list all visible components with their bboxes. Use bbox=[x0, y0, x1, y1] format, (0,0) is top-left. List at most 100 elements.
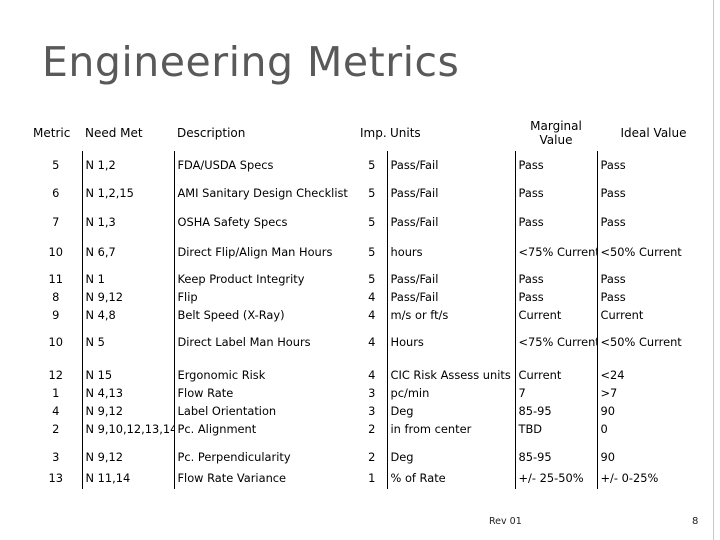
cell-importance-line: 4 bbox=[368, 290, 376, 304]
cell-units: Pass/Fail Pass/Fail m/s or ft/s bbox=[386, 267, 515, 327]
cell-description-line: Keep Product Integrity bbox=[177, 272, 305, 286]
cell-marginal-value: Pass bbox=[514, 207, 597, 237]
cell-description: OSHA Safety Specs bbox=[173, 207, 357, 237]
cell-importance: 5 bbox=[368, 245, 376, 259]
cell-need-met: N 6,7 bbox=[81, 237, 174, 267]
cell-units: CIC Risk Assess units pc/min Deg in from ce… bbox=[386, 357, 515, 447]
cell-ideal-value-line: 90 bbox=[600, 404, 616, 418]
table-row: 10 N 5 Direct Label Man Hours 4 Hours <75% Cu… bbox=[30, 327, 710, 357]
cell-need-met: N 1,2,15 bbox=[81, 179, 174, 207]
cell-units: hours bbox=[386, 237, 515, 267]
cell-description: Direct Label Man Hours bbox=[173, 327, 357, 357]
cell-marginal-value: +/- 25-50% bbox=[514, 467, 597, 489]
header-description: Description bbox=[177, 126, 246, 140]
cell-marginal-value: Current 7 85-95 TBD bbox=[514, 357, 597, 447]
table-header-row: Metric Need Met Description Imp. Units M… bbox=[30, 115, 710, 151]
cell-description: Keep Product Integrity Flip Belt Speed (X-… bbox=[173, 267, 357, 327]
cell-importance: 2 bbox=[368, 450, 376, 464]
cell-ideal-value-line: 0 bbox=[600, 422, 608, 436]
slide-edge-decoration bbox=[702, 0, 720, 540]
cell-ideal-value-line: Pass bbox=[600, 272, 626, 286]
cell-need-met: N 11,14 bbox=[81, 467, 174, 489]
header-units: Units bbox=[390, 126, 421, 140]
cell-description: Flow Rate Variance bbox=[173, 467, 357, 489]
cell-marginal-value: 85-95 bbox=[514, 447, 597, 467]
cell-metric: 6 bbox=[52, 186, 60, 200]
cell-metric: 12 1 4 2 bbox=[30, 357, 82, 447]
cell-metric-line: 4 bbox=[52, 404, 60, 418]
cell-description-line: Flip bbox=[177, 290, 198, 304]
cell-ideal-value: Pass bbox=[596, 179, 710, 207]
cell-units: % of Rate bbox=[386, 467, 515, 489]
cell-marginal-value: <75% Current bbox=[514, 237, 597, 267]
cell-units-line: pc/min bbox=[390, 386, 430, 400]
cell-units: Pass/Fail bbox=[386, 151, 515, 179]
cell-need-met-line: N 15 bbox=[85, 368, 113, 382]
cell-description-line: Pc. Alignment bbox=[177, 422, 257, 436]
cell-marginal-value-line: TBD bbox=[518, 422, 543, 436]
cell-units-line: in from center bbox=[390, 422, 472, 436]
cell-importance-line: 5 bbox=[368, 272, 376, 286]
cell-description-line: Ergonomic Risk bbox=[177, 368, 266, 382]
cell-need-met: N 1,2 bbox=[81, 151, 174, 179]
table-row: 10 N 6,7 Direct Flip/Align Man Hours 5 hours… bbox=[30, 237, 710, 267]
cell-ideal-value-line: Pass bbox=[600, 290, 626, 304]
cell-need-met: N 15 N 4,13 N 9,12 N 9,10,12,13,14 bbox=[81, 357, 174, 447]
cell-marginal-value-line: Pass bbox=[518, 272, 544, 286]
table-row: 12 1 4 2 N 15 N 4,13 N 9,12 N 9,10,12,13,14 Ergo… bbox=[30, 357, 710, 447]
cell-need-met-line: N 4,8 bbox=[85, 308, 116, 322]
cell-importance: 4 3 3 2 bbox=[357, 357, 387, 447]
cell-ideal-value: Pass Pass Current bbox=[596, 267, 710, 327]
revision-label: Rev 01 bbox=[489, 516, 522, 527]
cell-importance: 5 4 4 bbox=[357, 267, 387, 327]
cell-need-met-line: N 9,12 bbox=[85, 290, 124, 304]
cell-description-line: Label Orientation bbox=[177, 404, 277, 418]
header-importance: Imp. bbox=[360, 126, 387, 140]
cell-importance-line: 2 bbox=[368, 422, 376, 436]
cell-description: Ergonomic Risk Flow Rate Label Orientation… bbox=[173, 357, 357, 447]
cell-marginal-value: Pass bbox=[514, 179, 597, 207]
cell-units-line: Pass/Fail bbox=[390, 272, 439, 286]
cell-need-met-line: N 1 bbox=[85, 272, 105, 286]
cell-need-met: N 5 bbox=[81, 327, 174, 357]
cell-units-line: Deg bbox=[390, 404, 414, 418]
cell-need-met-line: N 9,12 bbox=[85, 404, 124, 418]
cell-units-line: m/s or ft/s bbox=[390, 308, 449, 322]
metrics-table: Metric Need Met Description Imp. Units M… bbox=[30, 115, 710, 489]
cell-need-met-line: N 4,13 bbox=[85, 386, 124, 400]
cell-ideal-value: <50% Current bbox=[596, 237, 710, 267]
cell-metric-line: 11 bbox=[48, 272, 64, 286]
cell-marginal-value: Pass bbox=[514, 151, 597, 179]
cell-need-met: N 1 N 9,12 N 4,8 bbox=[81, 267, 174, 327]
cell-units: Deg bbox=[386, 447, 515, 467]
cell-importance: 5 bbox=[368, 186, 376, 200]
cell-metric: 10 bbox=[48, 245, 64, 259]
header-ideal-value: Ideal Value bbox=[620, 126, 687, 140]
cell-metric: 11 8 9 bbox=[30, 267, 82, 327]
cell-description-line: Belt Speed (X-Ray) bbox=[177, 308, 285, 322]
cell-ideal-value-line: <24 bbox=[600, 368, 625, 382]
cell-ideal-value: Pass bbox=[596, 207, 710, 237]
cell-units-line: CIC Risk Assess units bbox=[390, 368, 511, 382]
cell-importance-line: 3 bbox=[368, 404, 376, 418]
cell-description: Direct Flip/Align Man Hours bbox=[173, 237, 357, 267]
cell-marginal-value-line: 85-95 bbox=[518, 404, 552, 418]
cell-metric-line: 1 bbox=[52, 386, 60, 400]
cell-ideal-value: +/- 0-25% bbox=[596, 467, 710, 489]
cell-ideal-value: <50% Current bbox=[596, 327, 710, 357]
table-row: 13 N 11,14 Flow Rate Variance 1% of Rate +/-… bbox=[30, 467, 710, 489]
cell-metric: 10 bbox=[48, 335, 64, 349]
cell-marginal-value-line: Pass bbox=[518, 290, 544, 304]
cell-marginal-value: Pass Pass Current bbox=[514, 267, 597, 327]
cell-units-line: Pass/Fail bbox=[390, 290, 439, 304]
cell-ideal-value-line: Current bbox=[600, 308, 644, 322]
cell-importance: 5 bbox=[368, 215, 376, 229]
cell-importance: 1 bbox=[368, 471, 376, 485]
cell-metric: 7 bbox=[52, 215, 60, 229]
cell-description-line: Flow Rate bbox=[177, 386, 234, 400]
cell-metric-line: 9 bbox=[52, 308, 60, 322]
cell-units: Pass/Fail bbox=[386, 207, 515, 237]
cell-importance-line: 3 bbox=[368, 386, 376, 400]
